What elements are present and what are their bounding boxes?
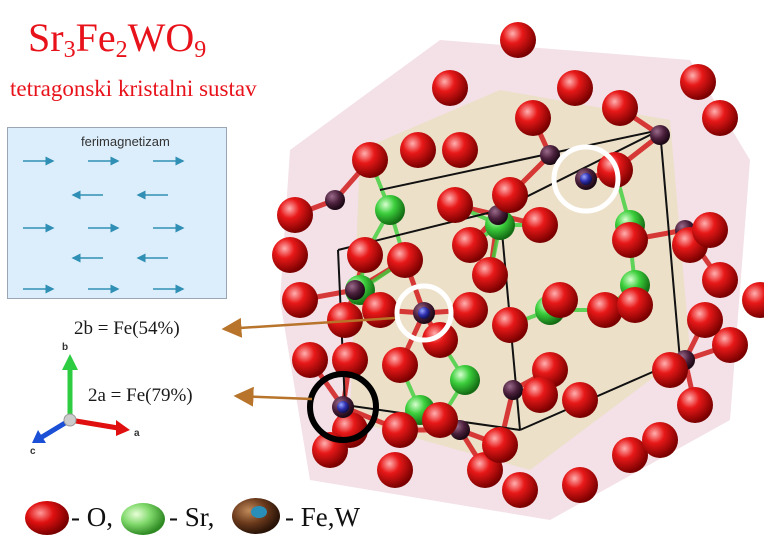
oxygen-atom	[437, 187, 473, 223]
iron-tungsten-atom	[540, 145, 560, 165]
oxygen-atom	[452, 292, 488, 328]
oxygen-atom	[432, 70, 468, 106]
strontium-atom	[450, 365, 480, 395]
oxygen-atom	[642, 422, 678, 458]
oxygen-atom	[597, 152, 633, 188]
ferrimagnetism-panel: ferimagnetizam	[7, 127, 227, 299]
oxygen-atom	[677, 387, 713, 423]
oxygen-atom	[680, 64, 716, 100]
oxygen-atom	[702, 100, 738, 136]
oxygen-atom	[472, 257, 508, 293]
c-axis-label: c	[30, 446, 36, 455]
oxygen-atom	[492, 307, 528, 343]
oxygen-atom	[362, 292, 398, 328]
cell-edge	[379, 129, 661, 191]
iron-tungsten-atom	[503, 380, 523, 400]
a-axis-arrowhead	[116, 420, 130, 436]
oxygen-atom	[652, 352, 688, 388]
legend-strontium-label: - Sr,	[169, 502, 215, 532]
oxygen-atom	[612, 222, 648, 258]
oxygen-atom	[382, 412, 418, 448]
oxygen-atom	[400, 132, 436, 168]
site-label-2b: 2b = Fe(54%)	[74, 318, 180, 339]
oxygen-atom	[742, 282, 764, 318]
b-axis-arrowhead	[62, 354, 78, 370]
oxygen-atom	[347, 237, 383, 273]
oxygen-sphere-icon	[25, 501, 69, 535]
oxygen-atom	[557, 70, 593, 106]
oxygen-atom	[452, 227, 488, 263]
oxygen-atom	[617, 287, 653, 323]
oxygen-atom	[422, 322, 458, 358]
oxygen-atom	[542, 282, 578, 318]
oxygen-atom	[562, 382, 598, 418]
formula-element-fe: Fe	[75, 15, 116, 60]
oxygen-atom	[702, 262, 738, 298]
oxygen-atom	[272, 237, 308, 273]
oxygen-atom	[387, 242, 423, 278]
oxygen-atom	[522, 377, 558, 413]
iron-tungsten-atom	[325, 190, 345, 210]
strontium-atom	[375, 195, 405, 225]
oxygen-atom	[442, 132, 478, 168]
legend-spheres	[25, 498, 280, 535]
formula-subscript-fe: 2	[115, 37, 128, 63]
oxygen-atom	[312, 432, 348, 468]
oxygen-atom	[687, 302, 723, 338]
iron-tungsten-core-icon	[251, 506, 267, 518]
axis-origin	[63, 413, 77, 427]
formula-element-wo: WO	[127, 15, 195, 60]
oxygen-atom	[502, 472, 538, 508]
oxygen-atom	[277, 197, 313, 233]
legend-iron-tungsten-label: - Fe,W	[285, 502, 360, 532]
oxygen-atom	[492, 177, 528, 213]
formula-subscript-o: 9	[194, 37, 207, 63]
formula-subscript-sr: 3	[63, 37, 76, 63]
oxygen-atom	[602, 90, 638, 126]
oxygen-atom	[692, 212, 728, 248]
crystal-structure	[272, 22, 764, 520]
iron-site-core	[418, 307, 430, 319]
formula-element-sr: Sr	[28, 15, 64, 60]
oxygen-atom	[587, 292, 623, 328]
oxygen-atom	[562, 467, 598, 503]
oxygen-atom	[482, 427, 518, 463]
spin-arrows	[23, 156, 185, 294]
a-axis-line	[69, 417, 119, 431]
oxygen-atom	[382, 347, 418, 383]
oxygen-atom	[500, 22, 536, 58]
oxygen-atom	[522, 207, 558, 243]
cell-edge	[659, 129, 681, 361]
atom-legend: - O, - Sr, - Fe,W	[0, 498, 420, 536]
axis-triad: a b c	[30, 342, 140, 455]
oxygen-atom	[422, 402, 458, 438]
b-axis-label: b	[62, 342, 68, 353]
chemical-formula: Sr3Fe2WO9	[28, 14, 206, 64]
oxygen-atom	[712, 327, 748, 363]
iron-tungsten-atom	[650, 125, 670, 145]
oxygen-atom	[515, 100, 551, 136]
ferrimagnetism-title: ferimagnetizam	[81, 134, 170, 149]
oxygen-atom	[282, 282, 318, 318]
site-label-2a: 2a = Fe(79%)	[88, 385, 193, 406]
iron-site-core	[337, 401, 349, 413]
legend-oxygen-label: - O,	[71, 502, 113, 532]
strontium-sphere-icon	[121, 503, 165, 535]
iron-tungsten-atom	[345, 280, 365, 300]
oxygen-atom	[377, 452, 413, 488]
oxygen-atom	[292, 342, 328, 378]
oxygen-atom	[352, 142, 388, 178]
oxygen-atom	[327, 302, 363, 338]
c-axis-arrowhead	[32, 430, 46, 443]
iron-site-core	[580, 173, 592, 185]
a-axis-label: a	[134, 428, 140, 439]
crystal-system-subtitle: tetragonski kristalni sustav	[10, 76, 257, 101]
oxygen-atom	[612, 437, 648, 473]
oxygen-atom	[332, 342, 368, 378]
